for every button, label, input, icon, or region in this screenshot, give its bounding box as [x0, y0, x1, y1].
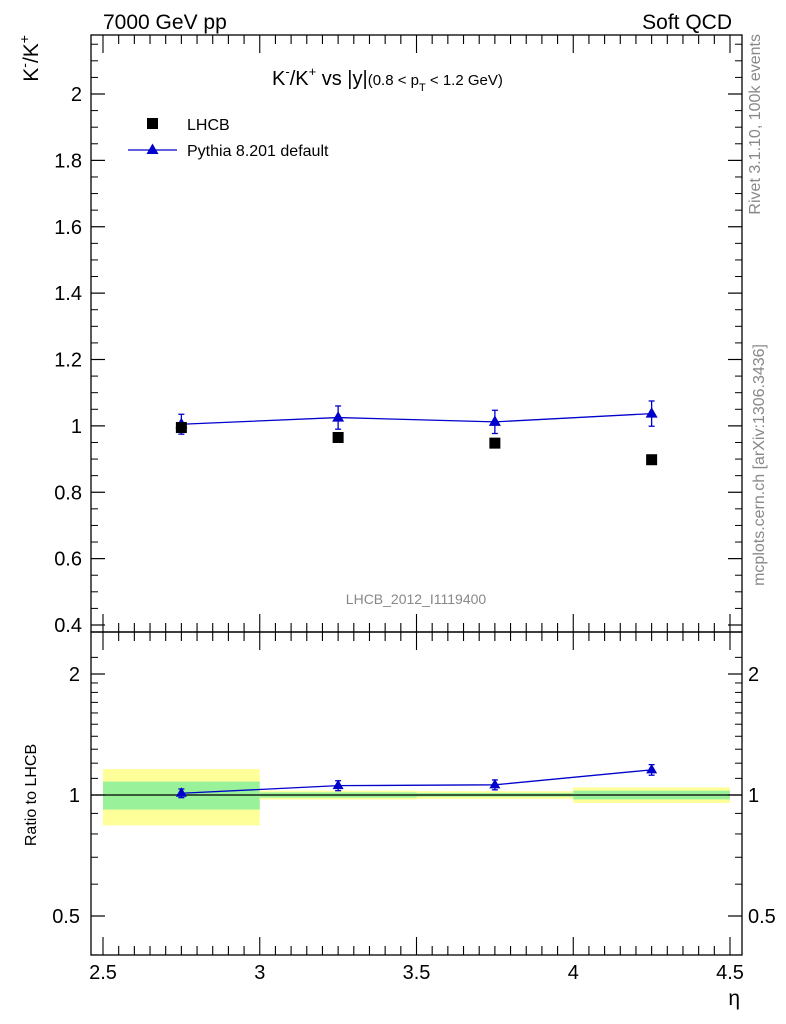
ylabel-sup1: -: [16, 63, 32, 68]
main-title: K-/K+ vs |y|(0.8 < pT < 1.2 GeV): [272, 64, 503, 94]
ratio-pythia-point: [332, 779, 344, 790]
ratio-bands: [103, 769, 730, 826]
ylabel-k1: K: [20, 68, 43, 82]
main-ytick-label: 0.4: [54, 615, 82, 637]
xtick-label: 3: [254, 962, 265, 984]
title-rest: vs |y|: [316, 68, 368, 90]
ratio-pythia-point: [175, 787, 187, 797]
main-ytick-label: 1.4: [54, 283, 82, 305]
header-energy: 7000 GeV pp: [103, 11, 227, 34]
main-ytick-label: 2: [71, 84, 82, 106]
xtick-label: 2.5: [89, 962, 117, 984]
title-cut-open: (0.8 < p: [368, 72, 419, 89]
xtick-label: 4: [568, 962, 579, 984]
header-process: Soft QCD: [642, 11, 732, 34]
pythia-point: [645, 407, 658, 418]
pythia-point: [488, 415, 501, 426]
xtick-label: 3.5: [403, 962, 431, 984]
ratio-pythia-point: [489, 778, 501, 789]
legend-label-lhcb: LHCB: [187, 117, 230, 134]
title-sup1: -: [285, 64, 289, 79]
xtick-label: 4.5: [716, 962, 744, 984]
title-slash: /K: [290, 68, 310, 90]
main-ytick-label: 1: [71, 416, 82, 438]
ratio-ytick-label-right: 0.5: [748, 906, 776, 928]
xlabel: η: [728, 987, 740, 1010]
ratio-pythia-line: [181, 769, 652, 794]
legend-label-pythia: Pythia 8.201 default: [187, 143, 329, 160]
pythia-point: [332, 411, 345, 422]
ratio-plot-marks: [91, 763, 742, 799]
main-ytick-label: 0.8: [54, 482, 82, 504]
pythia-series-line: [181, 412, 652, 425]
lhcb-point: [332, 431, 344, 443]
ratio-ytick-label: 0.5: [52, 906, 80, 928]
axes: 0.4 0.6 0.8 1 1.2 1.4 1.6 1.8 2 0.5 0.5 1 1 2 2 2.5 3 3.5…: [52, 34, 776, 984]
main-ylabel: K-/K+: [16, 35, 43, 82]
main-ytick-label: 0.6: [54, 549, 82, 571]
ratio-ytick-label: 2: [69, 664, 80, 686]
ylabel-sup2: +: [16, 35, 32, 43]
analysis-watermark: LHCB_2012_I1119400: [346, 591, 487, 607]
ylabel-k2: /K: [20, 43, 43, 63]
main-ytick-label: 1.8: [54, 150, 82, 172]
ratio-ytick-label-right: 1: [748, 785, 759, 807]
title-cut-sub: T: [419, 82, 426, 94]
ratio-pythia-point: [646, 763, 658, 774]
legend: LHCB Pythia 8.201 default: [128, 117, 329, 160]
ratio-ylabel: Ratio to LHCB: [23, 744, 40, 846]
title-k: K: [272, 68, 286, 90]
mcplots-label: mcplots.cern.ch [arXiv:1306.3436]: [751, 344, 768, 586]
title-sup2: +: [309, 64, 317, 79]
title-cut-close: < 1.2 GeV): [426, 72, 503, 89]
legend-marker-pythia: [146, 143, 159, 154]
lhcb-point: [175, 422, 187, 434]
main-ytick-label: 1.6: [54, 217, 82, 239]
lhcb-point: [646, 454, 658, 466]
rivet-label: Rivet 3.1.10, 100k events: [747, 34, 764, 215]
legend-marker-lhcb: [147, 118, 158, 129]
main-ytick-label: 1.2: [54, 350, 82, 372]
ratio-ytick-label-right: 2: [748, 664, 759, 686]
lhcb-point: [489, 437, 501, 449]
main-plot-marks: [175, 400, 658, 466]
ratio-ytick-label: 1: [69, 785, 80, 807]
